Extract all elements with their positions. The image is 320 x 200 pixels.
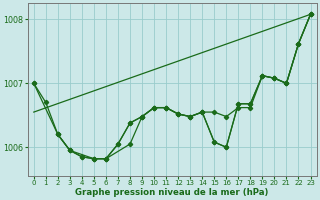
X-axis label: Graphe pression niveau de la mer (hPa): Graphe pression niveau de la mer (hPa) — [76, 188, 269, 197]
